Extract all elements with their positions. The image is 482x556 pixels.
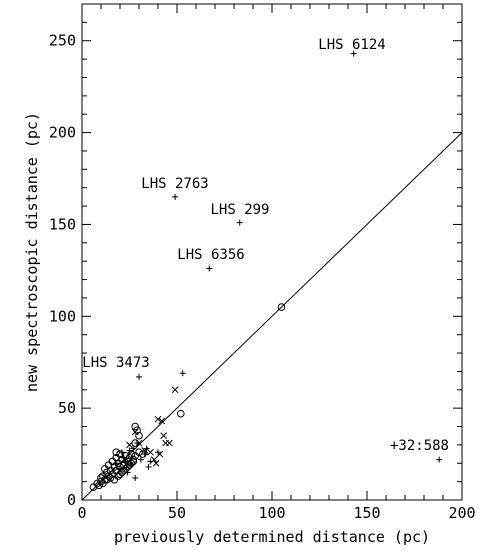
plus-point xyxy=(137,456,144,463)
axis-ticks: 0 50 100 150 200 0 50 100 150 200 250 xyxy=(49,3,476,522)
y-tick-label: 0 xyxy=(67,491,76,509)
circle-point xyxy=(133,426,141,434)
y-tick-label: 50 xyxy=(58,399,76,417)
y-axis-title: new spectroscopic distance (pc) xyxy=(23,112,41,392)
plus-point xyxy=(179,370,186,377)
cross-point xyxy=(166,439,173,447)
plus-point xyxy=(145,463,152,470)
circle-point xyxy=(97,474,105,482)
circle-point xyxy=(139,450,147,458)
cross-point xyxy=(150,456,158,463)
cross-point xyxy=(160,432,168,440)
cross-point xyxy=(156,450,164,458)
plus-point xyxy=(132,474,139,481)
circle-point xyxy=(104,472,113,480)
cross-point xyxy=(154,415,162,423)
circle-point xyxy=(277,303,286,311)
star-annotation-label: LHS 6124 xyxy=(318,37,385,53)
plus-point xyxy=(436,456,443,463)
x-tick-label: 50 xyxy=(168,504,186,522)
x-tick-label: 150 xyxy=(353,504,380,522)
circle-point xyxy=(112,448,120,457)
x-tick-label: 0 xyxy=(77,504,86,522)
star-annotation-label: LHS 6356 xyxy=(177,247,244,263)
cross-point xyxy=(131,428,139,436)
plot-frame xyxy=(81,3,463,501)
circle-point xyxy=(93,479,101,488)
circle-point xyxy=(116,450,124,458)
cross-point xyxy=(147,448,154,456)
cross-point xyxy=(152,459,160,467)
y-tick-label: 250 xyxy=(49,32,76,50)
x-tick-label: 100 xyxy=(258,504,285,522)
circle-point xyxy=(127,459,136,468)
cross-point xyxy=(158,417,166,425)
circle-point xyxy=(177,409,185,418)
y-tick-label: 150 xyxy=(49,215,76,233)
circle-point xyxy=(106,474,115,482)
reference-line-group xyxy=(81,132,463,501)
star-annotation-label: +32:588 xyxy=(390,438,449,454)
x-tick-label: 200 xyxy=(448,504,475,522)
star-annotation-label: LHS 3473 xyxy=(82,355,149,371)
circle-point xyxy=(116,470,124,479)
cross-point xyxy=(171,386,179,394)
star-annotation-label: LHS 299 xyxy=(210,202,269,218)
plus-point xyxy=(141,451,148,458)
circle-point xyxy=(131,422,139,431)
circle-point xyxy=(131,439,139,447)
plus-point xyxy=(130,445,137,452)
y-tick-label: 100 xyxy=(49,307,76,325)
x-axis-title: previously determined distance (pc) xyxy=(114,528,430,546)
circle-point xyxy=(127,450,136,458)
circle-point xyxy=(135,431,143,440)
plus-point xyxy=(136,373,142,380)
plus-point xyxy=(206,265,213,272)
plus-point xyxy=(350,50,357,57)
plus-point xyxy=(236,219,243,226)
one-to-one-line xyxy=(81,132,463,501)
circle-point xyxy=(129,457,138,466)
circle-point xyxy=(135,448,143,457)
cross-point xyxy=(135,439,143,447)
star-annotation-label: LHS 2763 xyxy=(141,176,208,192)
plus-point xyxy=(172,193,179,200)
circle-point xyxy=(95,481,103,490)
data-points xyxy=(89,50,443,491)
y-tick-label: 200 xyxy=(49,124,76,142)
